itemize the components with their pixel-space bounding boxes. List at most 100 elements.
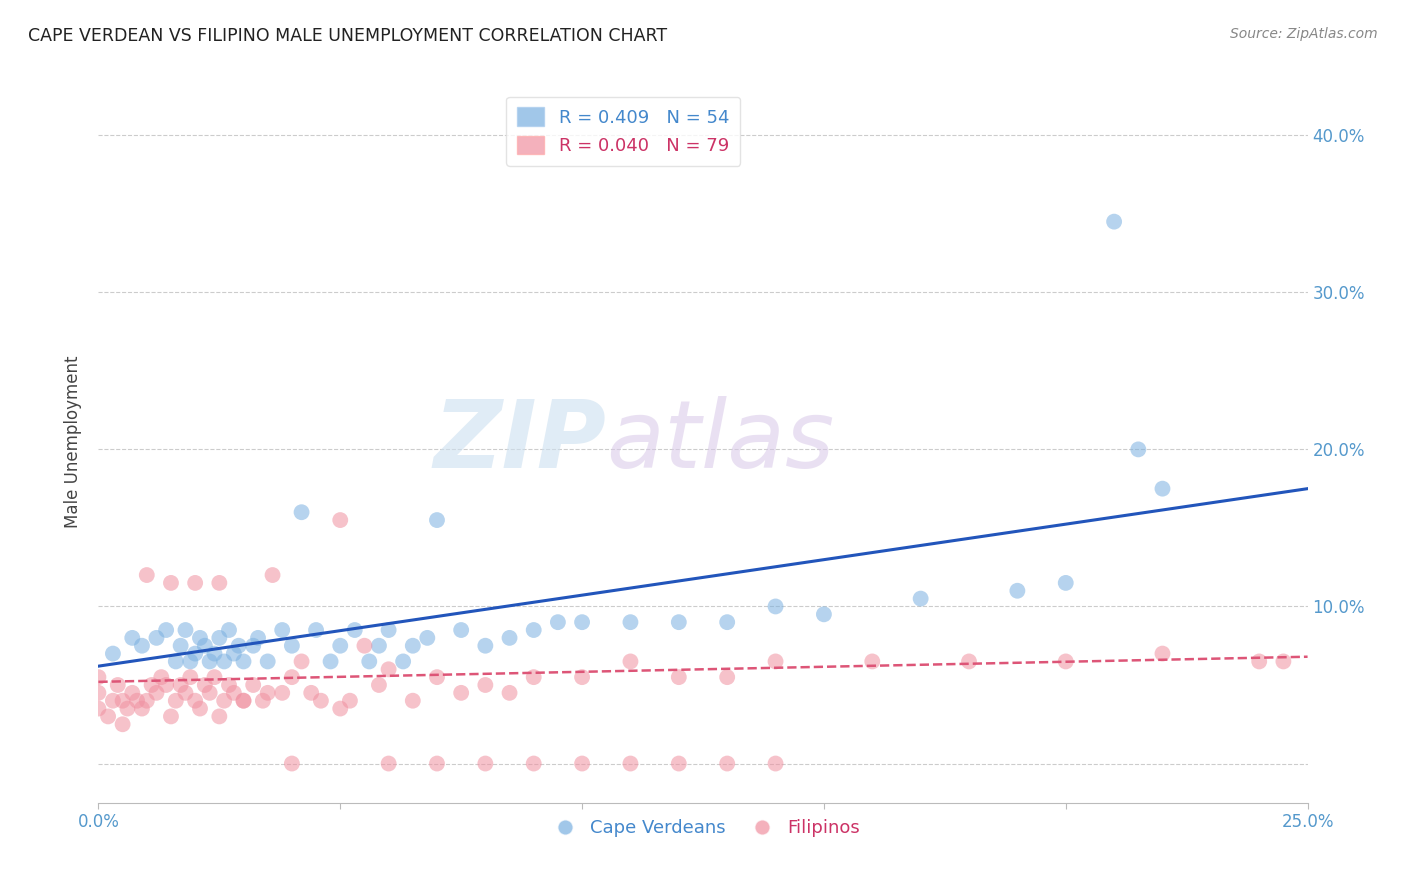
Point bbox=[377, 662, 399, 676]
Point bbox=[426, 670, 449, 684]
Point bbox=[1054, 655, 1077, 669]
Point bbox=[271, 623, 294, 637]
Point bbox=[218, 678, 240, 692]
Point bbox=[184, 694, 207, 708]
Point bbox=[218, 623, 240, 637]
Text: ZIP: ZIP bbox=[433, 395, 606, 488]
Point bbox=[359, 655, 381, 669]
Point bbox=[309, 694, 332, 708]
Point bbox=[155, 678, 177, 692]
Point bbox=[212, 694, 235, 708]
Point bbox=[101, 647, 124, 661]
Point bbox=[135, 694, 157, 708]
Point bbox=[547, 615, 569, 630]
Point bbox=[247, 631, 270, 645]
Point bbox=[1249, 655, 1271, 669]
Point bbox=[329, 701, 352, 715]
Point bbox=[188, 631, 211, 645]
Legend: Cape Verdeans, Filipinos: Cape Verdeans, Filipinos bbox=[540, 812, 866, 845]
Point bbox=[1272, 655, 1295, 669]
Point bbox=[716, 756, 738, 771]
Point bbox=[131, 639, 153, 653]
Point bbox=[523, 623, 546, 637]
Point bbox=[860, 655, 883, 669]
Point bbox=[111, 717, 134, 731]
Point bbox=[765, 599, 787, 614]
Point bbox=[668, 615, 690, 630]
Point bbox=[212, 655, 235, 669]
Point bbox=[281, 756, 304, 771]
Point bbox=[450, 623, 472, 637]
Point bbox=[256, 655, 278, 669]
Point bbox=[290, 655, 312, 669]
Point bbox=[1152, 647, 1174, 661]
Point bbox=[765, 756, 787, 771]
Point bbox=[252, 694, 274, 708]
Point bbox=[319, 655, 342, 669]
Point bbox=[339, 694, 361, 708]
Point bbox=[87, 686, 110, 700]
Point bbox=[194, 639, 217, 653]
Point bbox=[402, 694, 425, 708]
Point bbox=[281, 639, 304, 653]
Point bbox=[329, 513, 352, 527]
Point bbox=[262, 568, 284, 582]
Point bbox=[716, 615, 738, 630]
Point bbox=[299, 686, 322, 700]
Point bbox=[571, 756, 593, 771]
Point bbox=[198, 655, 221, 669]
Point bbox=[426, 756, 449, 771]
Point bbox=[155, 623, 177, 637]
Y-axis label: Male Unemployment: Male Unemployment bbox=[65, 355, 83, 528]
Point bbox=[571, 615, 593, 630]
Point bbox=[184, 647, 207, 661]
Point bbox=[343, 623, 366, 637]
Point bbox=[117, 701, 139, 715]
Point bbox=[1128, 442, 1150, 457]
Point bbox=[474, 639, 496, 653]
Point bbox=[290, 505, 312, 519]
Point bbox=[121, 631, 143, 645]
Point bbox=[957, 655, 980, 669]
Point bbox=[131, 701, 153, 715]
Point bbox=[765, 655, 787, 669]
Text: CAPE VERDEAN VS FILIPINO MALE UNEMPLOYMENT CORRELATION CHART: CAPE VERDEAN VS FILIPINO MALE UNEMPLOYME… bbox=[28, 27, 668, 45]
Point bbox=[498, 631, 520, 645]
Point bbox=[204, 647, 226, 661]
Point bbox=[208, 575, 231, 590]
Point bbox=[169, 639, 191, 653]
Point bbox=[127, 694, 149, 708]
Point bbox=[160, 575, 183, 590]
Point bbox=[174, 623, 197, 637]
Point bbox=[111, 694, 134, 708]
Point bbox=[208, 631, 231, 645]
Point bbox=[523, 670, 546, 684]
Point bbox=[571, 670, 593, 684]
Point bbox=[402, 639, 425, 653]
Point bbox=[222, 647, 245, 661]
Point bbox=[208, 709, 231, 723]
Point bbox=[474, 678, 496, 692]
Point bbox=[329, 639, 352, 653]
Point bbox=[165, 655, 187, 669]
Point bbox=[198, 686, 221, 700]
Point bbox=[271, 686, 294, 700]
Text: atlas: atlas bbox=[606, 396, 835, 487]
Point bbox=[619, 655, 641, 669]
Point bbox=[523, 756, 546, 771]
Point bbox=[232, 694, 254, 708]
Point bbox=[179, 655, 201, 669]
Point bbox=[353, 639, 375, 653]
Point bbox=[368, 678, 391, 692]
Point bbox=[416, 631, 439, 645]
Point bbox=[222, 686, 245, 700]
Point bbox=[228, 639, 250, 653]
Point bbox=[101, 694, 124, 708]
Point bbox=[165, 694, 187, 708]
Point bbox=[281, 670, 304, 684]
Point bbox=[204, 670, 226, 684]
Point bbox=[184, 575, 207, 590]
Point bbox=[256, 686, 278, 700]
Point bbox=[87, 701, 110, 715]
Point bbox=[121, 686, 143, 700]
